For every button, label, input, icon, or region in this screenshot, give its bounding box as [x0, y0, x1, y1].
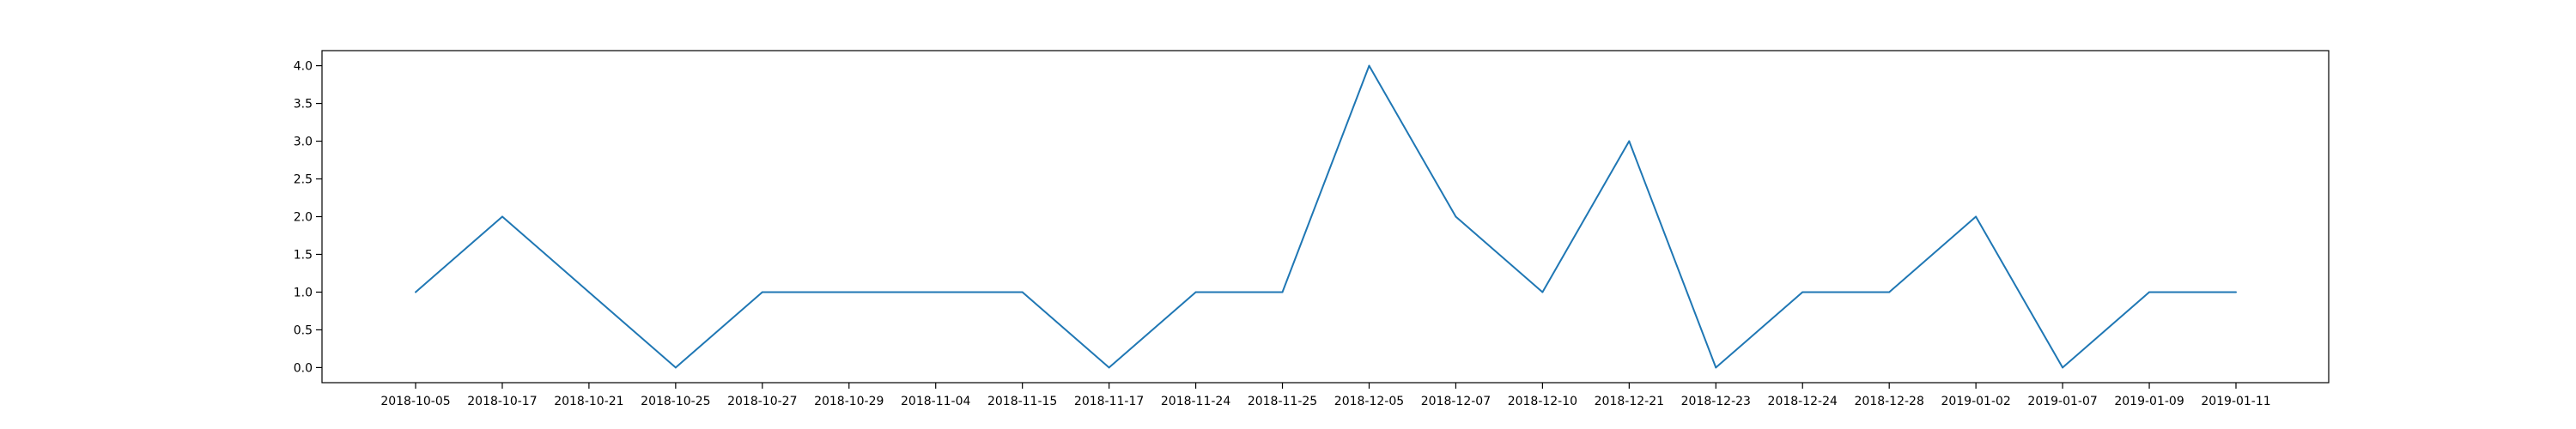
- y-tick-label: 4.0: [294, 60, 313, 74]
- x-tick-label: 2018-11-04: [901, 395, 970, 408]
- data-point: [1281, 291, 1284, 293]
- x-tick-label: 2018-10-05: [380, 395, 450, 408]
- x-tick-label: 2018-10-21: [554, 395, 623, 408]
- data-point: [2062, 366, 2064, 369]
- y-tick-label: 1.5: [294, 248, 313, 262]
- x-tick-label: 2019-01-09: [2114, 395, 2184, 408]
- x-tick-label: 2018-12-05: [1334, 395, 1404, 408]
- y-tick-label: 1.0: [294, 286, 313, 299]
- x-tick-label: 2018-12-10: [1508, 395, 1577, 408]
- data-point: [1801, 291, 1804, 293]
- x-tick-label: 2018-12-23: [1681, 395, 1751, 408]
- x-tick-label: 2018-12-24: [1768, 395, 1838, 408]
- series-layer: [415, 64, 2237, 369]
- x-tick-label: 2018-10-27: [727, 395, 797, 408]
- ticks-layer: 0.0 0.5 1.0 1.5 2.0 2.5 3.0 3.5 4.0 2018-10-05 201…: [294, 60, 2271, 408]
- data-point: [1108, 366, 1110, 369]
- x-tick-label: 2018-11-17: [1074, 395, 1144, 408]
- x-tick-label: 2018-12-07: [1421, 395, 1491, 408]
- data-point: [415, 291, 416, 293]
- data-point: [1715, 366, 1717, 369]
- data-point: [761, 291, 763, 293]
- data-point: [1888, 291, 1891, 293]
- x-tick-label: 2018-10-25: [641, 395, 710, 408]
- x-tick-label: 2019-01-11: [2201, 395, 2270, 408]
- x-tick-label: 2019-01-02: [1941, 395, 2010, 408]
- data-point: [1541, 291, 1544, 293]
- data-point: [848, 291, 850, 293]
- x-tick-label: 2018-10-29: [814, 395, 884, 408]
- x-tick-label: 2018-11-24: [1161, 395, 1230, 408]
- y-tick-label: 0.5: [294, 323, 313, 337]
- series-line: [415, 64, 2236, 369]
- data-point: [1021, 291, 1024, 293]
- y-tick-label: 0.0: [294, 361, 313, 375]
- y-tick-label: 3.0: [294, 136, 313, 149]
- data-point: [1455, 215, 1457, 218]
- plot-area-frame: [321, 50, 2330, 384]
- data-point: [2148, 291, 2151, 293]
- data-point: [1194, 291, 1197, 293]
- x-tick-label: 2018-11-25: [1248, 395, 1317, 408]
- x-tick-label: 2018-12-28: [1855, 395, 1924, 408]
- y-tick-label: 3.5: [294, 98, 313, 112]
- data-point: [501, 215, 503, 218]
- data-point: [1368, 64, 1370, 67]
- data-point: [674, 366, 677, 369]
- data-point: [587, 291, 590, 293]
- x-tick-label: 2019-01-07: [2027, 395, 2097, 408]
- x-tick-label: 2018-10-17: [467, 395, 537, 408]
- x-tick-label: 2018-11-15: [987, 395, 1057, 408]
- data-point: [1628, 140, 1631, 142]
- data-point: [1975, 215, 1978, 218]
- data-point: [934, 291, 937, 293]
- data-point: [2235, 291, 2237, 293]
- x-tick-label: 2018-12-21: [1595, 395, 1664, 408]
- y-tick-label: 2.5: [294, 173, 313, 187]
- y-tick-label: 2.0: [294, 211, 313, 225]
